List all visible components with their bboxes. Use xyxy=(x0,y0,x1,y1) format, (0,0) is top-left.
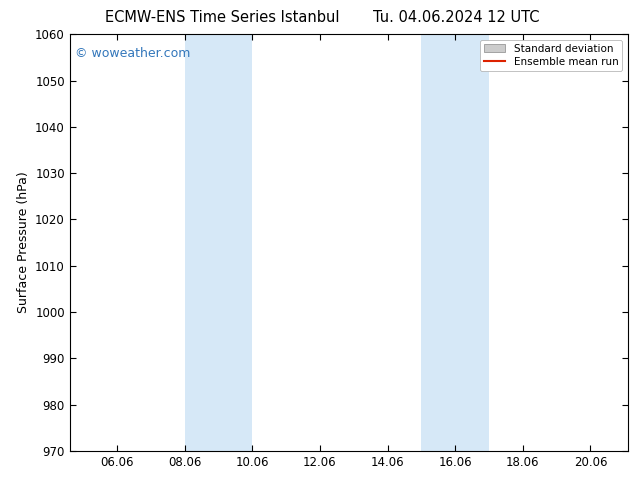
Text: Tu. 04.06.2024 12 UTC: Tu. 04.06.2024 12 UTC xyxy=(373,10,540,25)
Y-axis label: Surface Pressure (hPa): Surface Pressure (hPa) xyxy=(16,172,30,314)
Text: © woweather.com: © woweather.com xyxy=(75,47,191,60)
Bar xyxy=(422,34,489,451)
Bar xyxy=(184,34,252,451)
Text: ECMW-ENS Time Series Istanbul: ECMW-ENS Time Series Istanbul xyxy=(105,10,339,25)
Legend: Standard deviation, Ensemble mean run: Standard deviation, Ensemble mean run xyxy=(480,40,623,71)
